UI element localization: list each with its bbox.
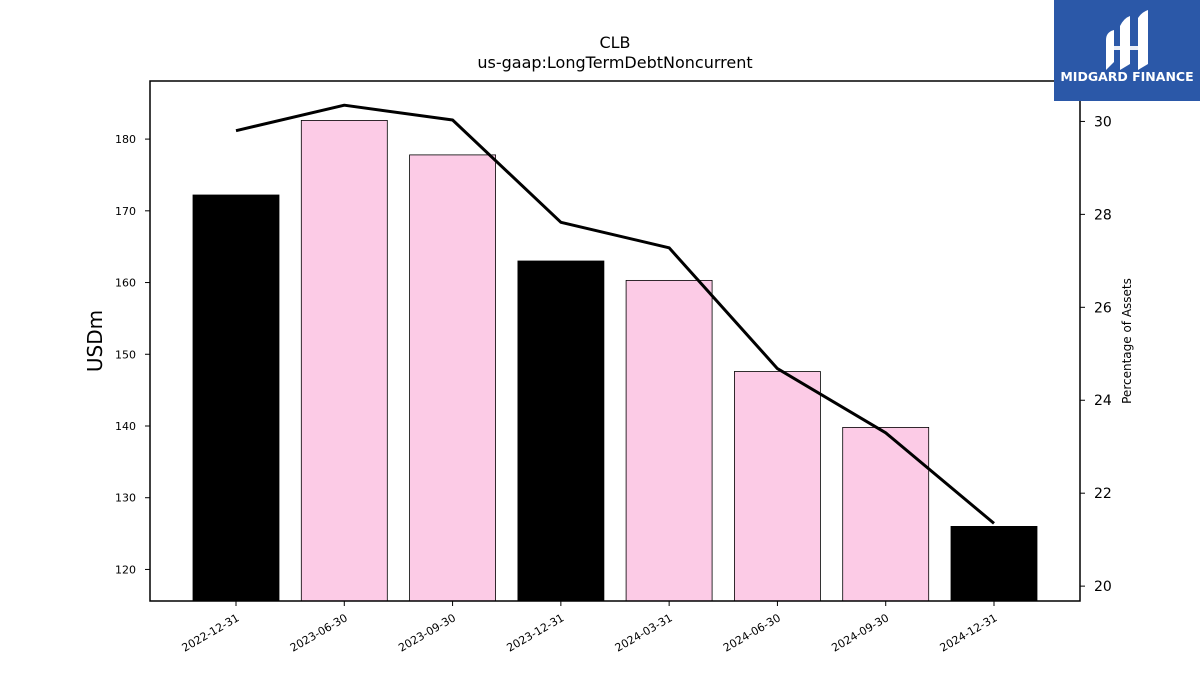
y2-tick-label: 22 (1094, 486, 1112, 502)
y-tick-label: 160 (115, 277, 136, 290)
bar (517, 260, 605, 602)
bar (842, 426, 930, 602)
logo-mark-icon (1106, 10, 1148, 70)
plot-frame (149, 80, 1081, 602)
y-tick-label: 180 (115, 133, 136, 146)
x-tick-label: 2023-09-30 (396, 611, 458, 654)
logo-text: MIDGARD FINANCE (1060, 69, 1193, 84)
y-tick-label: 140 (115, 420, 136, 433)
bar (300, 120, 388, 602)
x-tick-label: 2023-12-31 (504, 611, 566, 654)
y-tick-label: 170 (115, 205, 136, 218)
left-axis: 120 130 140 150 160 170 180 (115, 133, 150, 576)
y2-tick-label: 28 (1094, 207, 1112, 223)
bar (192, 194, 280, 602)
line-series (235, 103, 995, 525)
x-tick-label: 2024-06-30 (721, 611, 783, 654)
chart-title: CLB (599, 33, 630, 52)
y2-tick-label: 20 (1094, 579, 1112, 595)
x-tick-label: 2024-12-31 (938, 611, 1000, 654)
right-axis: 20 22 24 26 28 30 (1080, 114, 1112, 595)
bar (625, 279, 713, 602)
x-tick-label: 2022-12-31 (180, 611, 242, 654)
bar (734, 371, 821, 602)
x-tick-label: 2024-03-31 (613, 611, 675, 654)
y-axis-label: USDm (83, 310, 107, 372)
y2-tick-label: 26 (1094, 300, 1112, 316)
bar-series (192, 120, 1038, 602)
y-tick-label: 120 (115, 563, 136, 576)
line-path (235, 103, 995, 525)
y2-tick-label: 24 (1094, 393, 1112, 409)
y-tick-label: 150 (115, 348, 136, 361)
bar (409, 154, 497, 602)
logo: MIDGARD FINANCE (1054, 0, 1200, 101)
bar (950, 526, 1038, 602)
x-tick-label: 2023-06-30 (288, 611, 350, 654)
y-tick-label: 130 (115, 492, 136, 505)
chart-subtitle: us-gaap:LongTermDebtNoncurrent (477, 53, 752, 72)
y2-axis-label: Percentage of Assets (1120, 278, 1134, 404)
x-tick-label: 2024-09-30 (829, 611, 891, 654)
y2-tick-label: 30 (1094, 114, 1112, 130)
x-axis: 2022-12-31 2023-06-30 2023-09-30 2023-12-31… (180, 601, 1000, 655)
